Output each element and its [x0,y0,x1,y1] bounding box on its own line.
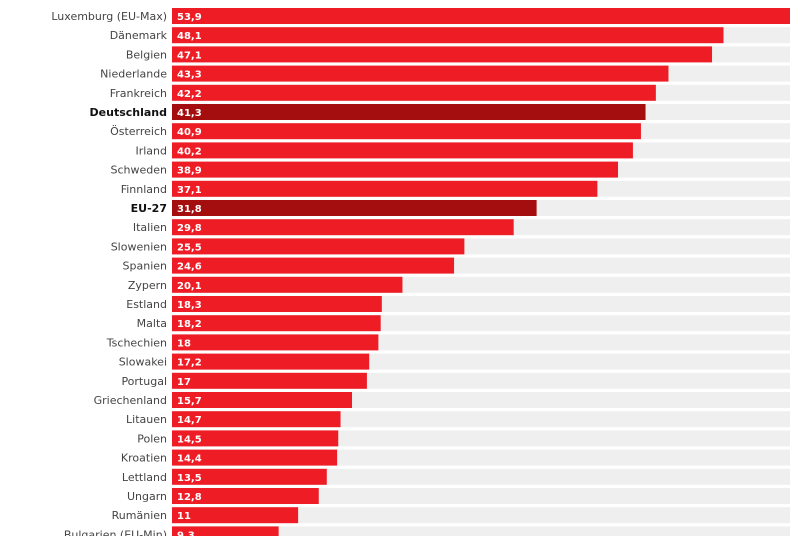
value-label-portugal: 17 [177,377,191,388]
bar-italien [172,219,514,236]
value-label-schweden: 38,9 [177,166,202,177]
value-label-luxemburg-eu-max: 53,9 [177,12,202,23]
category-label-kroatien: Kroatien [121,452,167,465]
value-label-frankreich: 42,2 [177,89,202,100]
category-label-spanien: Spanien [123,260,168,273]
bar-estland [172,296,382,312]
value-label-slowenien: 25,5 [177,242,202,253]
value-label-ungarn: 12,8 [177,492,202,503]
category-label-slowenien: Slowenien [111,240,167,253]
category-label-estland: Estland [126,298,167,311]
bar-slowenien [172,238,465,255]
category-label-finnland: Finnland [121,183,167,196]
category-label-slowakei: Slowakei [119,356,167,369]
category-label-eu-27: EU-27 [131,202,167,215]
category-label-luxemburg-eu-max: Luxemburg (EU-Max) [51,10,167,23]
category-label-griechenland: Griechenland [94,394,167,407]
value-label-rumanien: 11 [177,511,191,522]
value-label-zypern: 20,1 [177,281,202,292]
value-label-deutschland: 41,3 [177,108,202,119]
bar-eu-27 [172,200,537,216]
value-label-danemark: 48,1 [177,31,202,42]
bar-slowakei [172,353,370,370]
bar-zypern [172,276,403,293]
category-label-osterreich: Österreich [110,125,167,138]
bar-deutschland [172,104,646,120]
value-label-malta: 18,2 [177,319,202,330]
bar-track-rumanien [172,507,790,524]
value-label-tschechien: 18 [177,338,191,349]
value-label-osterreich: 40,9 [177,127,202,138]
category-label-malta: Malta [137,317,167,330]
category-label-danemark: Dänemark [110,29,168,42]
category-label-portugal: Portugal [121,375,167,388]
value-label-kroatien: 14,4 [177,454,202,465]
bar-polen [172,430,339,447]
bar-kroatien [172,449,338,466]
bar-danemark [172,27,724,44]
bar-griechenland [172,392,353,408]
category-label-deutschland: Deutschland [90,106,167,119]
value-label-polen: 14,5 [177,434,202,445]
bar-luxemburg-eu-max [172,8,790,24]
value-label-slowakei: 17,2 [177,358,202,369]
category-label-italien: Italien [133,221,167,234]
category-label-zypern: Zypern [128,279,167,292]
bar-litauen [172,411,341,428]
bar-malta [172,315,381,332]
value-label-niederlande: 43,3 [177,70,202,81]
bar-schweden [172,161,619,178]
bar-belgien [172,46,713,63]
category-label-bulgarien-eu-min: Bulgarien (EU-Min) [64,528,167,536]
category-label-litauen: Litauen [126,413,167,426]
category-label-tschechien: Tschechien [106,336,167,349]
value-label-bulgarien-eu-min: 9,3 [177,530,195,536]
bar-track-ungarn [172,488,790,504]
category-label-irland: Irland [135,144,167,157]
bar-tschechien [172,334,379,351]
value-label-eu-27: 31,8 [177,204,202,215]
bar-spanien [172,257,455,274]
category-label-rumanien: Rumänien [112,509,167,522]
bar-frankreich [172,84,656,101]
bar-osterreich [172,123,641,140]
bar-portugal [172,372,367,389]
bar-finnland [172,180,598,197]
value-label-irland: 40,2 [177,146,202,157]
bar-ungarn [172,488,319,504]
bar-irland [172,142,633,159]
value-label-belgien: 47,1 [177,50,202,61]
category-label-schweden: Schweden [111,164,168,177]
bar-rumanien [172,507,299,524]
category-label-polen: Polen [137,432,167,445]
value-label-estland: 18,3 [177,300,202,311]
value-label-spanien: 24,6 [177,262,202,273]
bar-track-bulgarien-eu-min [172,526,790,536]
value-label-lettland: 13,5 [177,473,202,484]
category-label-niederlande: Niederlande [100,68,167,81]
bar-lettland [172,468,327,485]
bar-niederlande [172,65,669,82]
category-label-ungarn: Ungarn [127,490,167,503]
value-label-litauen: 14,7 [177,415,202,426]
value-label-finnland: 37,1 [177,185,202,196]
category-label-lettland: Lettland [122,471,167,484]
value-label-italien: 29,8 [177,223,202,234]
category-label-belgien: Belgien [126,48,167,61]
value-label-griechenland: 15,7 [177,396,202,407]
category-label-frankreich: Frankreich [110,87,167,100]
bar-bulgarien-eu-min [172,526,279,536]
